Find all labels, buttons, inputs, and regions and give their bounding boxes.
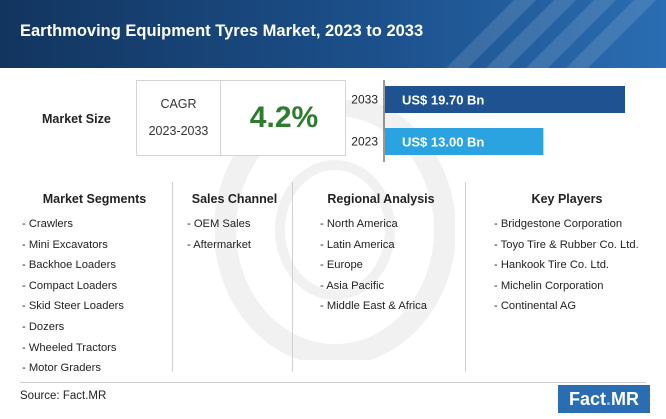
list-item: - Aftermarket (187, 238, 252, 251)
cagr-title: CAGR (160, 97, 197, 111)
market-segments-heading: Market Segments (42, 192, 147, 206)
page-title: Earthmoving Equipment Tyres Market, 2023… (20, 22, 424, 40)
column-divider (465, 182, 466, 372)
list-item: - Continental AG (494, 300, 577, 313)
source-note: Source: Fact.MR (20, 390, 107, 402)
list-item: - Toyo Tire & Rubber Co. Ltd. (494, 238, 639, 251)
market-size-bar-chart: 2033 US$ 19.70 Bn 2023 US$ 13.00 Bn (351, 80, 625, 162)
list-item: - Motor Graders (22, 362, 101, 375)
bar-2033 (385, 86, 625, 113)
regional-analysis-list: - North America - Latin America - Europe… (302, 214, 460, 317)
market-segments-list: - Crawlers - Mini Excavators - Backhoe L… (22, 214, 167, 379)
logo-text-right: MR (611, 389, 640, 409)
column-divider (172, 182, 173, 372)
column-divider (292, 182, 293, 372)
list-item: - Latin America (320, 238, 395, 251)
list-item: - Crawlers (22, 218, 73, 230)
list-item: - Asia Pacific (320, 279, 385, 292)
key-players-column: Key Players - Bridgestone Corporation - … (478, 192, 656, 317)
cagr-divider (220, 81, 221, 155)
logo-text-left: Fact (568, 389, 606, 409)
tick-label-2023: 2023 (351, 135, 378, 149)
list-item: - Wheeled Tractors (22, 341, 117, 354)
cagr-value: 4.2% (249, 101, 319, 134)
logo-dot: . (606, 389, 612, 409)
list-item: - Dozers (22, 320, 65, 333)
list-item: - OEM Sales (187, 218, 251, 230)
list-item: - Michelin Corporation (494, 279, 604, 292)
list-item: - Middle East & Africa (320, 300, 427, 313)
regional-analysis-column: Regional Analysis - North America - Lati… (302, 192, 460, 317)
list-item: - Backhoe Loaders (22, 259, 116, 272)
list-item: - Mini Excavators (22, 238, 108, 251)
list-item: - Skid Steer Loaders (22, 300, 124, 313)
cagr-period: 2023-2033 (148, 124, 209, 138)
cagr-box: CAGR 2023-2033 4.2% (136, 80, 346, 156)
list-item: - Europe (320, 259, 363, 272)
market-segments-column: Market Segments - Crawlers - Mini Excava… (22, 192, 167, 379)
list-item: - Hankook Tire Co. Ltd. (494, 259, 610, 272)
list-item: - Bridgestone Corporation (494, 218, 623, 230)
list-item: - Compact Loaders (22, 279, 118, 292)
data-label-2023: US$ 13.00 Bn (402, 135, 484, 150)
market-size-label: Market Size (42, 112, 111, 126)
bar-2023 (385, 128, 544, 155)
factmr-logo: Fact.MR (558, 385, 650, 413)
header-decoration (446, 0, 656, 68)
key-players-list: - Bridgestone Corporation - Toyo Tire & … (478, 214, 656, 317)
footer-divider (20, 382, 646, 383)
key-players-heading: Key Players (531, 192, 603, 206)
header-banner: Earthmoving Equipment Tyres Market, 2023… (0, 0, 666, 68)
sales-channel-list: - OEM Sales - Aftermarket (182, 214, 287, 255)
sales-channel-heading: Sales Channel (191, 192, 278, 206)
regional-analysis-heading: Regional Analysis (327, 192, 435, 206)
list-item: - North America (320, 218, 398, 230)
tick-label-2033: 2033 (351, 93, 378, 107)
sales-channel-column: Sales Channel - OEM Sales - Aftermarket (182, 192, 287, 255)
data-label-2033: US$ 19.70 Bn (402, 93, 484, 108)
